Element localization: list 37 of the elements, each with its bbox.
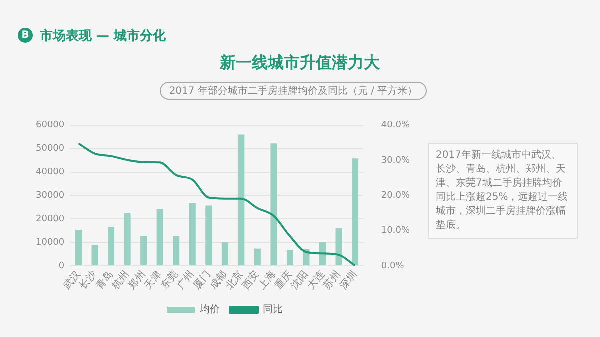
- y-tick-label: 60000: [36, 120, 65, 131]
- chart-subtitle: 2017 年部分城市二手房挂牌均价及同比（元 / 平方米）: [160, 82, 427, 100]
- y-tick-label: 20000: [36, 214, 65, 224]
- line-series: [78, 142, 356, 266]
- bar: [286, 250, 294, 266]
- bar: [140, 236, 148, 266]
- y-tick-label: 40000: [36, 168, 65, 178]
- bar: [124, 213, 131, 266]
- bar: [189, 202, 196, 266]
- y2-tick-label: 20.0%: [381, 191, 410, 202]
- legend-label: 同比: [263, 304, 283, 316]
- bar: [336, 228, 342, 266]
- bar: [238, 134, 245, 266]
- y-tick-label: 50000: [36, 144, 65, 154]
- y-tick-label: 10000: [36, 238, 65, 248]
- bar: [270, 144, 278, 266]
- y2-tick-label: 10.0%: [381, 226, 410, 236]
- letter-badge-icon: B: [18, 28, 33, 43]
- bar: [319, 242, 326, 266]
- chart-title: 新一线城市升值潜力大: [218, 53, 381, 74]
- y-tick-label: 30000: [36, 191, 65, 202]
- bar: [352, 158, 359, 266]
- legend-label: 均价: [199, 304, 220, 316]
- bar: [156, 209, 164, 266]
- bar: [254, 248, 261, 266]
- y2-tick-label: 30.0%: [381, 156, 410, 166]
- text: 市场表现 — 城市分化: [40, 28, 166, 45]
- y2-tick-label: 40.0%: [381, 120, 410, 131]
- bar: [173, 236, 180, 266]
- text: 2017年新一线城市中武汉、长沙、青岛、杭州、郑州、天津、东莞7城二手房挂牌均价同比上涨超25%，远超过一线城市，深圳二手房挂牌价涨幅垫底。: [428, 143, 578, 239]
- bar: [92, 245, 98, 266]
- y-tick-label: 0: [58, 261, 65, 272]
- bar: [76, 230, 82, 266]
- bar: [206, 206, 212, 266]
- y2-tick-label: 0.0%: [381, 261, 405, 272]
- bar: [222, 242, 228, 266]
- bar: [108, 227, 115, 266]
